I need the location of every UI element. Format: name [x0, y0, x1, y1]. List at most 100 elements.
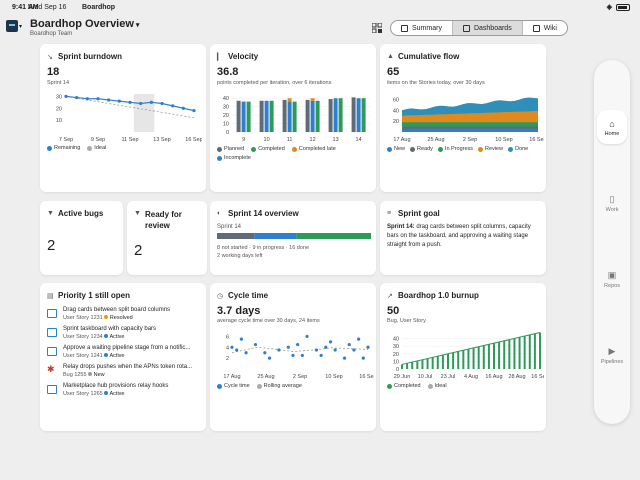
- y-tick-label: 30: [56, 94, 62, 100]
- cycle-point: [263, 351, 267, 355]
- item-title: Marketplace hub provisions relay hooks: [63, 383, 169, 389]
- state-label: Active: [108, 353, 125, 359]
- chevron-down-icon[interactable]: ▾: [19, 24, 23, 30]
- grid-icon[interactable]: [372, 23, 382, 33]
- cycle-legend: Cycle time Rolling average: [217, 383, 302, 389]
- cycle-chart: 6 4 2 17 Aug 25 Aug 2 Sep 10 Sep 16 Sep: [223, 334, 374, 380]
- state-label: Active: [108, 334, 125, 340]
- bar-planned: [305, 99, 310, 132]
- x-tick-label: 29 Jun: [394, 374, 411, 380]
- nav-active-highlight: [597, 110, 627, 144]
- book-icon: [47, 385, 57, 394]
- burnup-legend: Completed Ideal: [387, 383, 447, 389]
- bugs-value: 2: [47, 237, 56, 254]
- item-id: User Story 1241: [63, 353, 105, 359]
- item-id: User Story 1265: [63, 391, 105, 397]
- burndown-legend: Remaining Ideal: [47, 145, 106, 151]
- clipboard-icon: ▯: [609, 194, 615, 204]
- dashboard-icon: [462, 24, 470, 32]
- x-tick-label: 23 Jul: [441, 374, 456, 380]
- priority-card[interactable]: ▤ Priority 1 still open Drag cards betwe…: [40, 283, 206, 431]
- segment-not-started: [217, 233, 255, 239]
- remaining-point: [75, 95, 79, 100]
- nav-pipelines[interactable]: ▶ Pipelines: [594, 346, 630, 365]
- tab-wiki[interactable]: Wiki: [523, 21, 567, 35]
- burnup-bar: [498, 342, 501, 369]
- burnup-bar: [416, 360, 419, 369]
- list-item[interactable]: Approve a waiting pipeline stage from a …: [46, 343, 206, 363]
- cycle-time-card[interactable]: ◷ Cycle time 3.7 days average cycle time…: [210, 283, 376, 431]
- list-item[interactable]: ✱ Relay drops pushes when the APNs token …: [46, 362, 206, 382]
- bar-planned: [236, 100, 241, 132]
- x-tick-label: 17 Aug: [223, 374, 240, 380]
- overview-stats: 8 not started · 9 in progress · 16 done: [217, 245, 310, 251]
- card-title: Priority 1 still open: [58, 291, 131, 300]
- burnup-bar: [431, 357, 434, 369]
- sprint-overview-card[interactable]: ◐ Sprint 14 overview Sprint 14 8 not sta…: [210, 201, 376, 275]
- list-item[interactable]: Sprint taskboard with capacity bars User …: [46, 324, 206, 344]
- cycle-point: [333, 348, 337, 352]
- x-tick-label: 7 Sep: [59, 137, 73, 143]
- cycle-point: [267, 356, 272, 360]
- selection-band: [133, 94, 155, 132]
- velocity-chart: 40 30 20 10 0 9 10 11 12 13 14: [223, 96, 370, 143]
- x-tick-label: 16 Sep: [529, 137, 544, 143]
- item-title: Sprint taskboard with capacity bars: [63, 326, 157, 332]
- remaining-point: [139, 101, 143, 106]
- nav-work[interactable]: ▯ Work: [594, 194, 630, 213]
- nav-home[interactable]: ⌂ Home: [594, 119, 630, 137]
- card-title: Cumulative flow: [398, 52, 460, 61]
- burndown-card[interactable]: ↘ Sprint burndown 18 Sprint 14 30 20 10 7 S…: [40, 44, 206, 192]
- y-tick-label: 30: [393, 344, 399, 350]
- x-tick-label: 16 Aug: [485, 374, 502, 380]
- status-indicators: ◈: [607, 3, 630, 11]
- cycle-point: [319, 353, 323, 358]
- x-tick-label: 2 Sep: [463, 137, 477, 143]
- bar-done: [315, 100, 320, 132]
- cycle-point: [277, 348, 281, 352]
- cycle-point: [342, 356, 347, 360]
- tab-summary[interactable]: Summary: [391, 21, 453, 35]
- burnup-card[interactable]: ↗ Boardhop 1.0 burnup 50 Bug, User Story…: [380, 283, 546, 431]
- sprint-goal-card[interactable]: ≡ Sprint goal Sprint 14: drag cards betw…: [380, 201, 546, 275]
- ready-review-card[interactable]: ▼ Ready for review 2: [127, 201, 207, 275]
- state-dot: [104, 391, 109, 395]
- cycle-point: [305, 334, 309, 339]
- bar-completed: [264, 100, 269, 132]
- state-dot: [104, 353, 109, 357]
- bar-done: [292, 101, 297, 132]
- list-item[interactable]: Drag cards between split board columns Us…: [46, 305, 206, 325]
- remaining-point: [107, 98, 111, 102]
- burnup-bar: [401, 364, 403, 369]
- item-title: Relay drops pushes when the APNs token r…: [63, 364, 193, 370]
- tab-dashboards[interactable]: Dashboards: [452, 21, 523, 35]
- y-tick-label: 0: [396, 367, 399, 373]
- nav-repos[interactable]: ▣ Repos: [594, 270, 630, 289]
- x-tick-label: 25 Aug: [257, 374, 274, 380]
- burnup-bar: [426, 358, 429, 369]
- bar-planned: [351, 97, 356, 132]
- remaining-point: [85, 97, 89, 101]
- book-icon: [47, 328, 57, 337]
- rolling-average-line: [231, 346, 369, 354]
- bar-planned: [328, 99, 333, 132]
- active-bugs-card[interactable]: ▼ Active bugs 2: [40, 201, 123, 275]
- nav-rail: ⌂ Home ▯ Work ▣ Repos ▶ Pipelines: [594, 60, 630, 424]
- folder-icon: ▣: [607, 270, 617, 280]
- project-logo-icon[interactable]: [6, 20, 18, 32]
- x-tick-label: 13: [333, 137, 339, 143]
- cumflow-card[interactable]: ▲ Cumulative flow 65 items on the Storie…: [380, 44, 546, 192]
- velocity-card[interactable]: ▎ Velocity 36.8 points completed per ite…: [210, 44, 376, 192]
- bar-done: [269, 100, 274, 132]
- y-tick-label: 10: [393, 359, 399, 365]
- cycle-point: [361, 356, 365, 360]
- page-title[interactable]: Boardhop Overview ▾: [30, 18, 140, 30]
- list-item[interactable]: Marketplace hub provisions relay hooks Us…: [46, 381, 206, 401]
- burnup-bar: [508, 339, 511, 369]
- burnup-bar: [482, 345, 485, 369]
- book-icon: [47, 309, 57, 318]
- y-tick-label: 20: [223, 113, 229, 119]
- burnup-value: 50: [387, 305, 400, 317]
- burnup-bar: [518, 337, 521, 369]
